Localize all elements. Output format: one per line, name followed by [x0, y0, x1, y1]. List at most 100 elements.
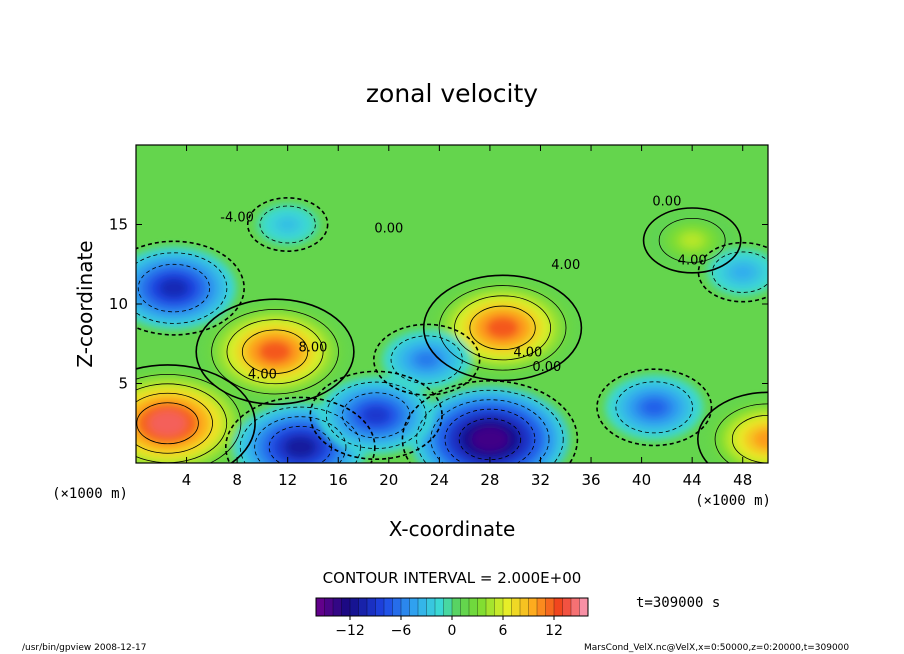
heatmap-field [136, 145, 768, 463]
x-axis-label: X-coordinate [389, 517, 516, 541]
colorbar-cell [426, 597, 436, 617]
y-tick-label: 10 [109, 295, 128, 313]
contour-line [416, 389, 564, 463]
x-tick-label: 40 [632, 471, 651, 489]
time-label: t=309000 s [636, 595, 720, 611]
x-tick-label: 4 [182, 471, 192, 489]
contour-line [254, 416, 347, 463]
colorbar-cell [570, 597, 580, 617]
x-tick-label: 48 [733, 471, 752, 489]
contour-line [697, 241, 768, 303]
colorbar-cell [315, 597, 325, 617]
contour-line [226, 319, 324, 385]
contour-label: 0.00 [374, 221, 403, 236]
field-blob [149, 411, 186, 436]
field-blob [284, 436, 316, 458]
colorbar-cell [511, 597, 521, 617]
field-blob [280, 219, 296, 230]
chart-title: zonal velocity [366, 79, 538, 108]
colorbar-cell [417, 597, 427, 617]
contour-line [372, 323, 481, 396]
field-blobs [136, 203, 768, 463]
field-blob [159, 278, 189, 298]
contour-line [241, 329, 309, 374]
colorbar-tick-label: 6 [499, 623, 508, 639]
contour-label: 0.00 [652, 194, 681, 209]
colorbar-cell [366, 597, 376, 617]
contour-line [454, 295, 552, 361]
colorbar-cell [536, 597, 546, 617]
colorbar-tick-label: 12 [545, 623, 563, 639]
colorbar-cell [332, 597, 342, 617]
contour-interval: CONTOUR INTERVAL = 2.000E+00 [323, 569, 582, 587]
contour-line [239, 406, 361, 463]
contour-line [341, 392, 411, 439]
field-blob [362, 406, 390, 425]
colorbar-cell [562, 597, 572, 617]
footer-left: /usr/bin/gpview 2008-12-17 [22, 643, 146, 653]
contour-line [225, 396, 376, 463]
contour-lines [136, 197, 768, 463]
contour-line [469, 305, 536, 351]
colorbar-cell [553, 597, 563, 617]
colorbar-tick-label: −12 [335, 623, 365, 639]
colorbar [315, 597, 589, 617]
footer-right: MarsCond_VelX.nc@VelX,x=0:50000,z=0:2000… [584, 643, 849, 653]
x-tick-label: 32 [531, 471, 550, 489]
x-tick-label: 8 [232, 471, 242, 489]
contour-label: 4.00 [678, 253, 707, 268]
colorbar-cell [409, 597, 419, 617]
x-tick-label: 20 [379, 471, 398, 489]
contour-line [136, 364, 256, 463]
contour-line [422, 274, 583, 382]
x-unit-left: (×1000 m) [52, 486, 128, 502]
colorbar-cell [451, 597, 461, 617]
x-tick-label: 28 [480, 471, 499, 489]
contour-line [430, 399, 550, 463]
colorbar-tick-label: −6 [391, 623, 412, 639]
contour-line [458, 418, 522, 461]
contour-line [195, 298, 355, 406]
colorbar-cell [383, 597, 393, 617]
y-tick-label: 15 [109, 216, 128, 234]
colorbar-cell [392, 597, 402, 617]
contour-line [438, 285, 567, 371]
contour-label: 0.00 [532, 360, 561, 375]
y-axis-label: Z-coordinate [73, 240, 97, 367]
field-blob [734, 266, 752, 278]
contour-line [596, 368, 713, 447]
field-blob [642, 399, 666, 415]
contour-line [325, 381, 427, 449]
x-tick-label: 44 [683, 471, 702, 489]
contour-label: 4.00 [513, 345, 542, 360]
x-axis: 4 8 12 16 20 24 28 32 36 40 44 48 [182, 145, 752, 489]
field-blob [416, 352, 438, 367]
colorbar-cell [477, 597, 487, 617]
colorbar-ticks: −12 −6 0 6 12 [335, 616, 563, 639]
field-blob [682, 234, 702, 247]
colorbar-cell [443, 597, 453, 617]
contour-line [136, 373, 242, 463]
colorbar-cell [485, 597, 495, 617]
colorbar-cell [579, 597, 589, 617]
contour-line [401, 380, 579, 463]
contour-line [259, 205, 316, 244]
contour-labels: 0.004.004.00-4.004.000.004.000.008.00 [220, 194, 706, 382]
colorbar-cell [349, 597, 359, 617]
contour-line [136, 392, 213, 454]
x-tick-label: 36 [581, 471, 600, 489]
colorbar-cell [375, 597, 385, 617]
field-blob [471, 426, 509, 452]
contour-line [615, 381, 693, 434]
colorbar-cell [494, 597, 504, 617]
x-unit-right: (×1000 m) [695, 493, 771, 509]
contour-line [136, 240, 245, 336]
colorbar-cell [528, 597, 538, 617]
contour-label: 4.00 [248, 368, 277, 383]
contour-line [642, 207, 742, 274]
contour-label: 8.00 [298, 341, 327, 356]
colorbar-cell [358, 597, 368, 617]
field-blob [258, 340, 292, 363]
y-tick-label: 5 [118, 375, 128, 393]
